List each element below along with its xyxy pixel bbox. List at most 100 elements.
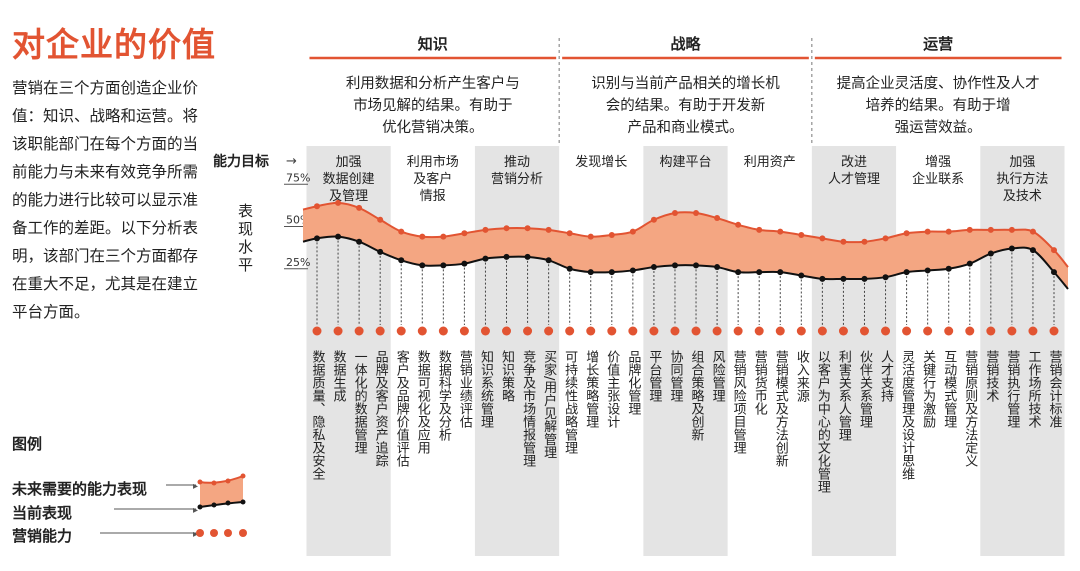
future-point <box>335 199 342 206</box>
capability-dot <box>565 326 575 336</box>
capability-label: 数据生成 <box>331 350 347 403</box>
current-point <box>1008 245 1015 252</box>
capability-dot <box>902 326 912 336</box>
capability-dot <box>923 326 933 336</box>
current-point <box>314 235 320 242</box>
legend-arrow-icon: ▸ <box>193 481 198 492</box>
current-point <box>1029 247 1036 254</box>
capability-label: 营销技术 <box>983 350 999 402</box>
future-point <box>671 209 678 216</box>
legend-current-label: 当前表现 <box>12 504 73 522</box>
capability-dot <box>544 326 554 336</box>
section-title: 知识 <box>418 35 448 53</box>
current-point <box>945 265 952 272</box>
legend-capability-dot <box>196 529 204 537</box>
capability-label: 营销原则及方法定义 <box>962 350 978 467</box>
future-point <box>861 238 868 245</box>
performance-gap-area <box>303 202 1068 290</box>
capability-markers: 数据质量、隐私及安全 数据生成 一体化的数据管理 品牌及客户资产追踪 客户及品牌价值评估… <box>310 240 1062 493</box>
goal-label-line: 及客户 <box>413 171 452 187</box>
current-point <box>798 272 805 279</box>
section-description-line: 产品和商业模式。 <box>628 119 744 136</box>
performance-band <box>302 199 1069 290</box>
future-point <box>798 231 805 238</box>
capability-dot <box>354 326 364 336</box>
future-point <box>882 235 889 242</box>
current-point <box>671 262 678 269</box>
y-axis-label-char: 现 <box>238 220 253 238</box>
legend-current-point <box>225 500 231 506</box>
capability-dot <box>502 326 512 336</box>
legend-future-point <box>211 480 217 486</box>
future-point <box>503 225 510 232</box>
y-axis-label-char: 表 <box>238 202 253 220</box>
capability-label: 风险管理 <box>710 350 726 402</box>
y-tick-label: 75% <box>286 171 310 184</box>
future-point <box>840 238 847 245</box>
section-description-line: 提高企业灵活度、协作性及人才 <box>837 74 1040 92</box>
section-description-line: 市场见解的结果。有助于 <box>353 97 513 114</box>
legend-graphic: ▸ ▸ ▸ <box>100 473 247 540</box>
capability-dot <box>438 326 448 336</box>
capability-label: 关键行为激励 <box>920 350 936 429</box>
capability-label: 品牌及客户资产追踪 <box>373 350 389 467</box>
capability-label: 客户及品牌价值评估 <box>394 349 410 467</box>
current-point <box>987 250 994 257</box>
capability-dot <box>480 326 490 336</box>
y-axis-label-char: 水 <box>238 238 253 256</box>
capability-dot <box>586 326 596 336</box>
goal-label-line: 构建平台 <box>659 155 711 170</box>
current-point <box>861 275 868 282</box>
capability-dot <box>965 326 975 336</box>
capability-label: 知识策略 <box>499 349 515 402</box>
y-tick-label: 25% <box>286 256 310 269</box>
capability-label: 组合策略及创新 <box>689 350 705 441</box>
legend-arrow-icon: ▸ <box>193 505 198 516</box>
goal-label-line: 改进 <box>841 155 867 170</box>
section-description-line: 强运营效益。 <box>895 119 982 136</box>
capability-dot <box>881 326 891 336</box>
current-point <box>840 275 847 282</box>
goal-label-line: 推动 <box>504 155 530 170</box>
current-point <box>461 260 468 267</box>
legend-future-line <box>199 475 244 484</box>
current-point <box>587 269 594 276</box>
current-point <box>777 269 784 276</box>
section-description-line: 利用数据和分析产生客户与 <box>346 75 520 92</box>
future-point <box>756 226 763 233</box>
goal-shade-column <box>474 146 560 556</box>
legend-current-point <box>240 499 246 505</box>
goal-label-line: 数据创建 <box>323 172 375 187</box>
section-title: 运营 <box>923 35 953 53</box>
goal-label-line: 企业联系 <box>912 171 964 187</box>
goal-shade-column <box>811 146 897 556</box>
goal-label-line: 营销分析 <box>491 172 543 187</box>
capability-dot <box>859 326 869 336</box>
goal-label-line: 及技术 <box>1003 189 1042 204</box>
capability-label: 可持续性战略管理 <box>562 350 578 454</box>
future-point <box>314 203 320 210</box>
legend-future-point <box>225 478 231 484</box>
intro-text: 营销在三个方面创造企业价值：知识、战略和运营。将该职能部门在每个方面的当前能力与… <box>12 79 199 321</box>
goal-label-line: 情报 <box>420 189 446 204</box>
goal-label-line: 加强 <box>336 155 362 170</box>
goal-shading <box>306 146 1065 556</box>
current-point <box>714 264 721 271</box>
future-point <box>1008 226 1015 233</box>
capability-dot <box>817 326 827 336</box>
goal-label-line: 增强 <box>925 155 951 170</box>
legend-current-point <box>197 504 203 510</box>
future-point <box>903 230 910 237</box>
legend-capability-label: 营销能力 <box>12 527 73 545</box>
goal-label-line: 发现增长 <box>575 154 627 170</box>
capability-dot <box>396 326 406 336</box>
legend-title: 图例 <box>12 435 43 453</box>
capability-label: 人才支持 <box>878 350 894 402</box>
goal-label-line: 人才管理 <box>828 172 880 187</box>
current-point <box>1051 269 1057 276</box>
capability-dot <box>312 326 322 336</box>
capability-label: 平台管理 <box>646 350 662 402</box>
